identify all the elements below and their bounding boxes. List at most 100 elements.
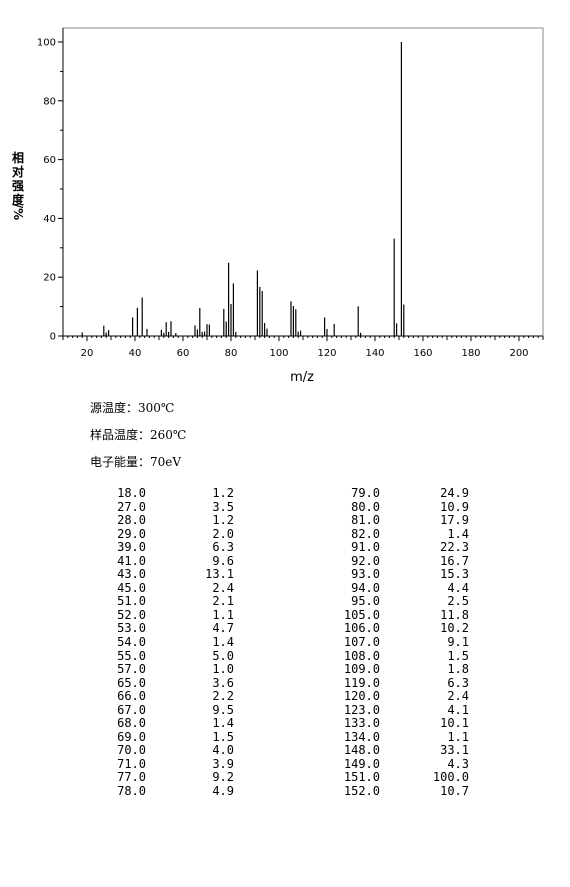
table-mz-cell: 53.0 [117, 621, 146, 636]
table-intensity-cell: 10.9 [440, 499, 469, 514]
table-intensity-cell: 9.2 [212, 770, 234, 785]
table-mz-cell: 66.0 [117, 689, 146, 704]
table-mz-cell: 133.0 [343, 716, 380, 731]
table-intensity-cell: 1.1 [447, 729, 469, 744]
table-intensity-cell: 2.2 [212, 689, 234, 704]
table-intensity-cell: 6.3 [212, 540, 234, 555]
table-intensity-cell: 3.9 [212, 756, 234, 771]
table-intensity-cell: 11.8 [440, 607, 469, 622]
table-mz-cell: 105.0 [343, 607, 380, 622]
table-mz-cell: 80.0 [351, 499, 380, 514]
table-intensity-cell: 4.9 [212, 784, 234, 799]
table-intensity-cell: 10.7 [440, 784, 469, 799]
table-mz-cell: 120.0 [343, 689, 380, 704]
table-mz-cell: 106.0 [343, 621, 380, 636]
table-intensity-cell: 100.0 [432, 770, 469, 785]
table-intensity-cell: 4.4 [447, 580, 469, 595]
table-mz-cell: 81.0 [351, 513, 380, 528]
table-mz-cell: 148.0 [343, 743, 380, 758]
x-tick-label: 140 [365, 348, 384, 359]
table-mz-cell: 82.0 [351, 526, 380, 541]
table-mz-cell: 57.0 [117, 662, 146, 677]
y-tick-label: 60 [43, 155, 56, 166]
x-axis-ticks: 20 40 60 80 100 120 140 160 180 200 [62, 336, 544, 359]
x-tick-label: 80 [225, 348, 238, 359]
table-intensity-cell: 2.5 [447, 594, 469, 609]
y-axis-label-unit: /% [11, 204, 25, 220]
table-mz-cell: 78.0 [117, 784, 146, 799]
table-mz-cell: 28.0 [117, 513, 146, 528]
y-axis-label-char: 强 [12, 179, 24, 193]
table-mz-cell: 67.0 [117, 702, 146, 717]
table-intensity-cell: 15.3 [440, 567, 469, 582]
y-axis-label: 相 对 强 度 /% [11, 150, 25, 220]
x-axis-label: m/z [290, 370, 314, 385]
table-mz-cell: 152.0 [343, 784, 380, 799]
plot-frame [62, 27, 544, 337]
table-mz-cell: 43.0 [117, 567, 146, 582]
y-tick-label: 40 [43, 214, 56, 225]
table-mz-cell: 70.0 [117, 743, 146, 758]
table-mz-cell: 119.0 [343, 675, 380, 690]
table-mz-cell: 149.0 [343, 756, 380, 771]
table-intensity-cell: 9.1 [447, 635, 469, 650]
table-intensity-cell: 1.1 [212, 607, 234, 622]
table-mz-cell: 55.0 [117, 648, 146, 663]
table-intensity-cell: 6.3 [447, 675, 469, 690]
table-mz-cell: 71.0 [117, 756, 146, 771]
table-intensity-cell: 2.4 [447, 689, 469, 704]
table-intensity-cell: 22.3 [440, 540, 469, 555]
table-intensity-cell: 1.2 [212, 486, 234, 500]
electron-energy: 电子能量：70eV [90, 455, 182, 469]
y-axis-label-char: 对 [12, 164, 24, 179]
table-mz-cell: 27.0 [117, 499, 146, 514]
y-tick-label: 80 [43, 96, 56, 107]
table-intensity-cell: 9.5 [212, 702, 234, 717]
table-intensity-cell: 4.3 [447, 756, 469, 771]
table-intensity-cell: 5.0 [212, 648, 234, 663]
table-left-mz-column: 18.0 27.0 28.0 29.0 39.0 41.0 43.0 45.0 51.0 52.0… [100, 486, 146, 799]
table-mz-cell: 94.0 [351, 580, 380, 595]
x-tick-label: 20 [81, 348, 94, 359]
y-tick-label: 100 [37, 38, 56, 49]
y-tick-label: 0 [50, 332, 56, 343]
source-temperature: 源温度：300℃ [90, 401, 175, 415]
y-axis-label-char: 相 [12, 150, 24, 165]
table-mz-cell: 107.0 [343, 635, 380, 650]
x-tick-label: 60 [177, 348, 190, 359]
table-mz-cell: 69.0 [117, 729, 146, 744]
table-mz-cell: 123.0 [343, 702, 380, 717]
table-intensity-cell: 4.0 [212, 743, 234, 758]
table-mz-cell: 68.0 [117, 716, 146, 731]
table-intensity-cell: 1.0 [212, 662, 234, 677]
table-intensity-cell: 1.4 [212, 635, 234, 650]
table-mz-cell: 151.0 [343, 770, 380, 785]
table-intensity-cell: 33.1 [440, 743, 469, 758]
table-intensity-cell: 1.5 [212, 729, 234, 744]
x-tick-label: 100 [269, 348, 288, 359]
table-mz-cell: 109.0 [343, 662, 380, 677]
sample-temperature: 样品温度：260℃ [90, 428, 187, 442]
table-intensity-cell: 1.4 [212, 716, 234, 731]
table-mz-cell: 95.0 [351, 594, 380, 609]
table-left-intensity-column: 1.2 3.5 1.2 2.0 6.3 9.6 13.1 2.4 2.1 1.1 4.7 1.4 5.0… [190, 486, 234, 799]
table-mz-cell: 134.0 [343, 729, 380, 744]
table-mz-cell: 93.0 [351, 567, 380, 582]
table-intensity-cell: 10.2 [440, 621, 469, 636]
table-mz-cell: 79.0 [351, 486, 380, 500]
table-mz-cell: 92.0 [351, 553, 380, 568]
x-tick-label: 120 [317, 348, 336, 359]
table-mz-cell: 65.0 [117, 675, 146, 690]
table-right-mz-column: 79.0 80.0 81.0 82.0 91.0 92.0 93.0 94.0 95.0 105.… [330, 486, 380, 799]
table-intensity-cell: 2.4 [212, 580, 234, 595]
table-intensity-cell: 9.6 [212, 553, 234, 568]
table-mz-cell: 52.0 [117, 607, 146, 622]
table-mz-cell: 91.0 [351, 540, 380, 555]
y-axis-ticks: 0 20 40 60 80 100 [37, 38, 63, 343]
table-intensity-cell: 10.1 [440, 716, 469, 731]
table-intensity-cell: 17.9 [440, 513, 469, 528]
x-tick-label: 200 [509, 348, 528, 359]
table-intensity-cell: 16.7 [440, 553, 469, 568]
x-tick-label: 160 [413, 348, 432, 359]
